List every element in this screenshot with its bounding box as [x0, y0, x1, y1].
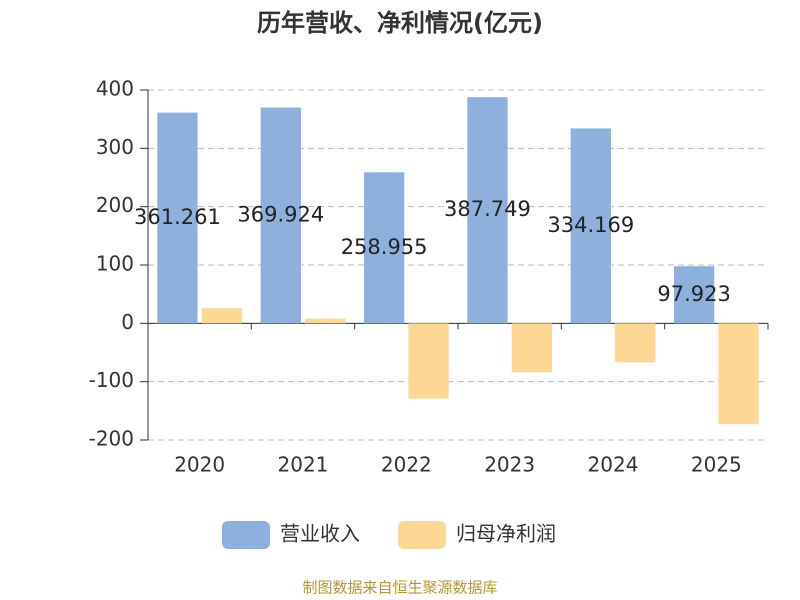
bar	[718, 323, 759, 425]
data-label: 369.924	[237, 202, 324, 226]
x-tick-label: 2025	[691, 453, 742, 477]
y-tick-label: 0	[121, 310, 134, 334]
x-tick-label: 2024	[588, 453, 639, 477]
y-tick-label: 200	[96, 193, 134, 217]
bar	[363, 172, 405, 324]
x-tick-label: 2022	[381, 453, 432, 477]
bar	[305, 318, 346, 324]
bar	[615, 323, 656, 363]
bar	[570, 128, 611, 324]
y-tick-label: -100	[89, 368, 134, 392]
legend-label: 归母净利润	[456, 522, 556, 546]
y-tick-label: 100	[96, 252, 134, 276]
legend-label: 营业收入	[280, 522, 360, 546]
data-label: 387.749	[444, 197, 531, 221]
bar	[408, 323, 449, 399]
y-tick-label: 400	[96, 77, 134, 101]
legend-swatch	[222, 521, 270, 549]
source-note: 制图数据来自恒生聚源数据库	[302, 579, 497, 597]
y-tick-label: 300	[96, 135, 134, 159]
bar	[511, 323, 553, 373]
bar	[201, 308, 243, 324]
data-label: 258.955	[341, 235, 428, 259]
bar	[673, 266, 715, 324]
bar	[157, 112, 198, 324]
legend-swatch	[398, 521, 446, 549]
x-tick-label: 2020	[174, 453, 225, 477]
bar	[467, 97, 508, 324]
data-label: 361.261	[134, 205, 221, 229]
y-tick-label: -200	[89, 427, 134, 451]
x-tick-label: 2021	[278, 453, 329, 477]
chart-title: 历年营收、净利情况(亿元)	[257, 9, 543, 37]
bar	[260, 107, 301, 324]
data-label: 334.169	[547, 213, 634, 237]
x-tick-label: 2023	[484, 453, 535, 477]
data-label: 97.923	[657, 282, 730, 306]
